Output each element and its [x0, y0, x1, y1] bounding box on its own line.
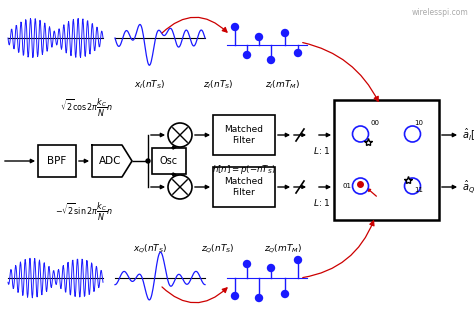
Circle shape: [146, 159, 150, 163]
Circle shape: [294, 257, 301, 263]
FancyArrowPatch shape: [162, 287, 227, 303]
Text: $x_Q(nT_S)$: $x_Q(nT_S)$: [133, 242, 167, 255]
Circle shape: [244, 52, 250, 59]
Text: $z_Q(nT_S)$: $z_Q(nT_S)$: [201, 242, 235, 255]
Text: Matched
Filter: Matched Filter: [225, 177, 264, 197]
Text: $z_Q(mT_M)$: $z_Q(mT_M)$: [264, 242, 302, 255]
Circle shape: [168, 123, 192, 147]
Text: $\hat{a}_Q[m]$: $\hat{a}_Q[m]$: [462, 178, 474, 196]
Text: $L$: 1: $L$: 1: [313, 197, 331, 208]
Circle shape: [244, 260, 250, 268]
FancyArrowPatch shape: [162, 17, 227, 33]
Polygon shape: [92, 145, 132, 177]
Text: $\sqrt{2}\cos 2\pi\dfrac{k_C}{N}n$: $\sqrt{2}\cos 2\pi\dfrac{k_C}{N}n$: [60, 97, 113, 119]
Text: wirelesspi.com: wirelesspi.com: [411, 8, 468, 17]
Bar: [152, 148, 186, 174]
Bar: [38, 145, 76, 177]
Circle shape: [353, 126, 368, 142]
Circle shape: [267, 56, 274, 63]
Text: $z_I(nT_S)$: $z_I(nT_S)$: [203, 78, 233, 90]
Text: $\hat{a}_I[m]$: $\hat{a}_I[m]$: [462, 127, 474, 143]
Circle shape: [231, 292, 238, 299]
Text: $h[n] = p(-nT_S)$: $h[n] = p(-nT_S)$: [212, 163, 276, 176]
Circle shape: [168, 175, 192, 199]
Bar: [334, 100, 439, 220]
FancyArrowPatch shape: [303, 221, 374, 278]
Circle shape: [267, 264, 274, 271]
Circle shape: [282, 290, 289, 298]
Circle shape: [255, 33, 263, 41]
Circle shape: [353, 178, 368, 194]
Circle shape: [282, 30, 289, 36]
Text: ADC: ADC: [99, 156, 121, 166]
Text: 11: 11: [414, 187, 423, 193]
Text: BPF: BPF: [47, 156, 67, 166]
Bar: [213, 115, 275, 155]
Text: Matched
Filter: Matched Filter: [225, 125, 264, 145]
Text: 01: 01: [343, 183, 352, 189]
Text: Osc: Osc: [160, 156, 178, 166]
Circle shape: [255, 295, 263, 301]
Text: $-\sqrt{2}\sin 2\pi\dfrac{k_C}{N}n$: $-\sqrt{2}\sin 2\pi\dfrac{k_C}{N}n$: [55, 201, 113, 223]
Bar: [213, 167, 275, 207]
Text: $L$: 1: $L$: 1: [313, 145, 331, 156]
Text: $z_I(mT_M)$: $z_I(mT_M)$: [265, 78, 301, 90]
Circle shape: [294, 50, 301, 56]
FancyArrowPatch shape: [303, 43, 378, 101]
Text: $x_I(nT_S)$: $x_I(nT_S)$: [134, 78, 166, 90]
Circle shape: [404, 178, 420, 194]
Circle shape: [404, 126, 420, 142]
Text: 10: 10: [414, 120, 423, 126]
Circle shape: [231, 24, 238, 31]
Text: 00: 00: [371, 120, 380, 126]
